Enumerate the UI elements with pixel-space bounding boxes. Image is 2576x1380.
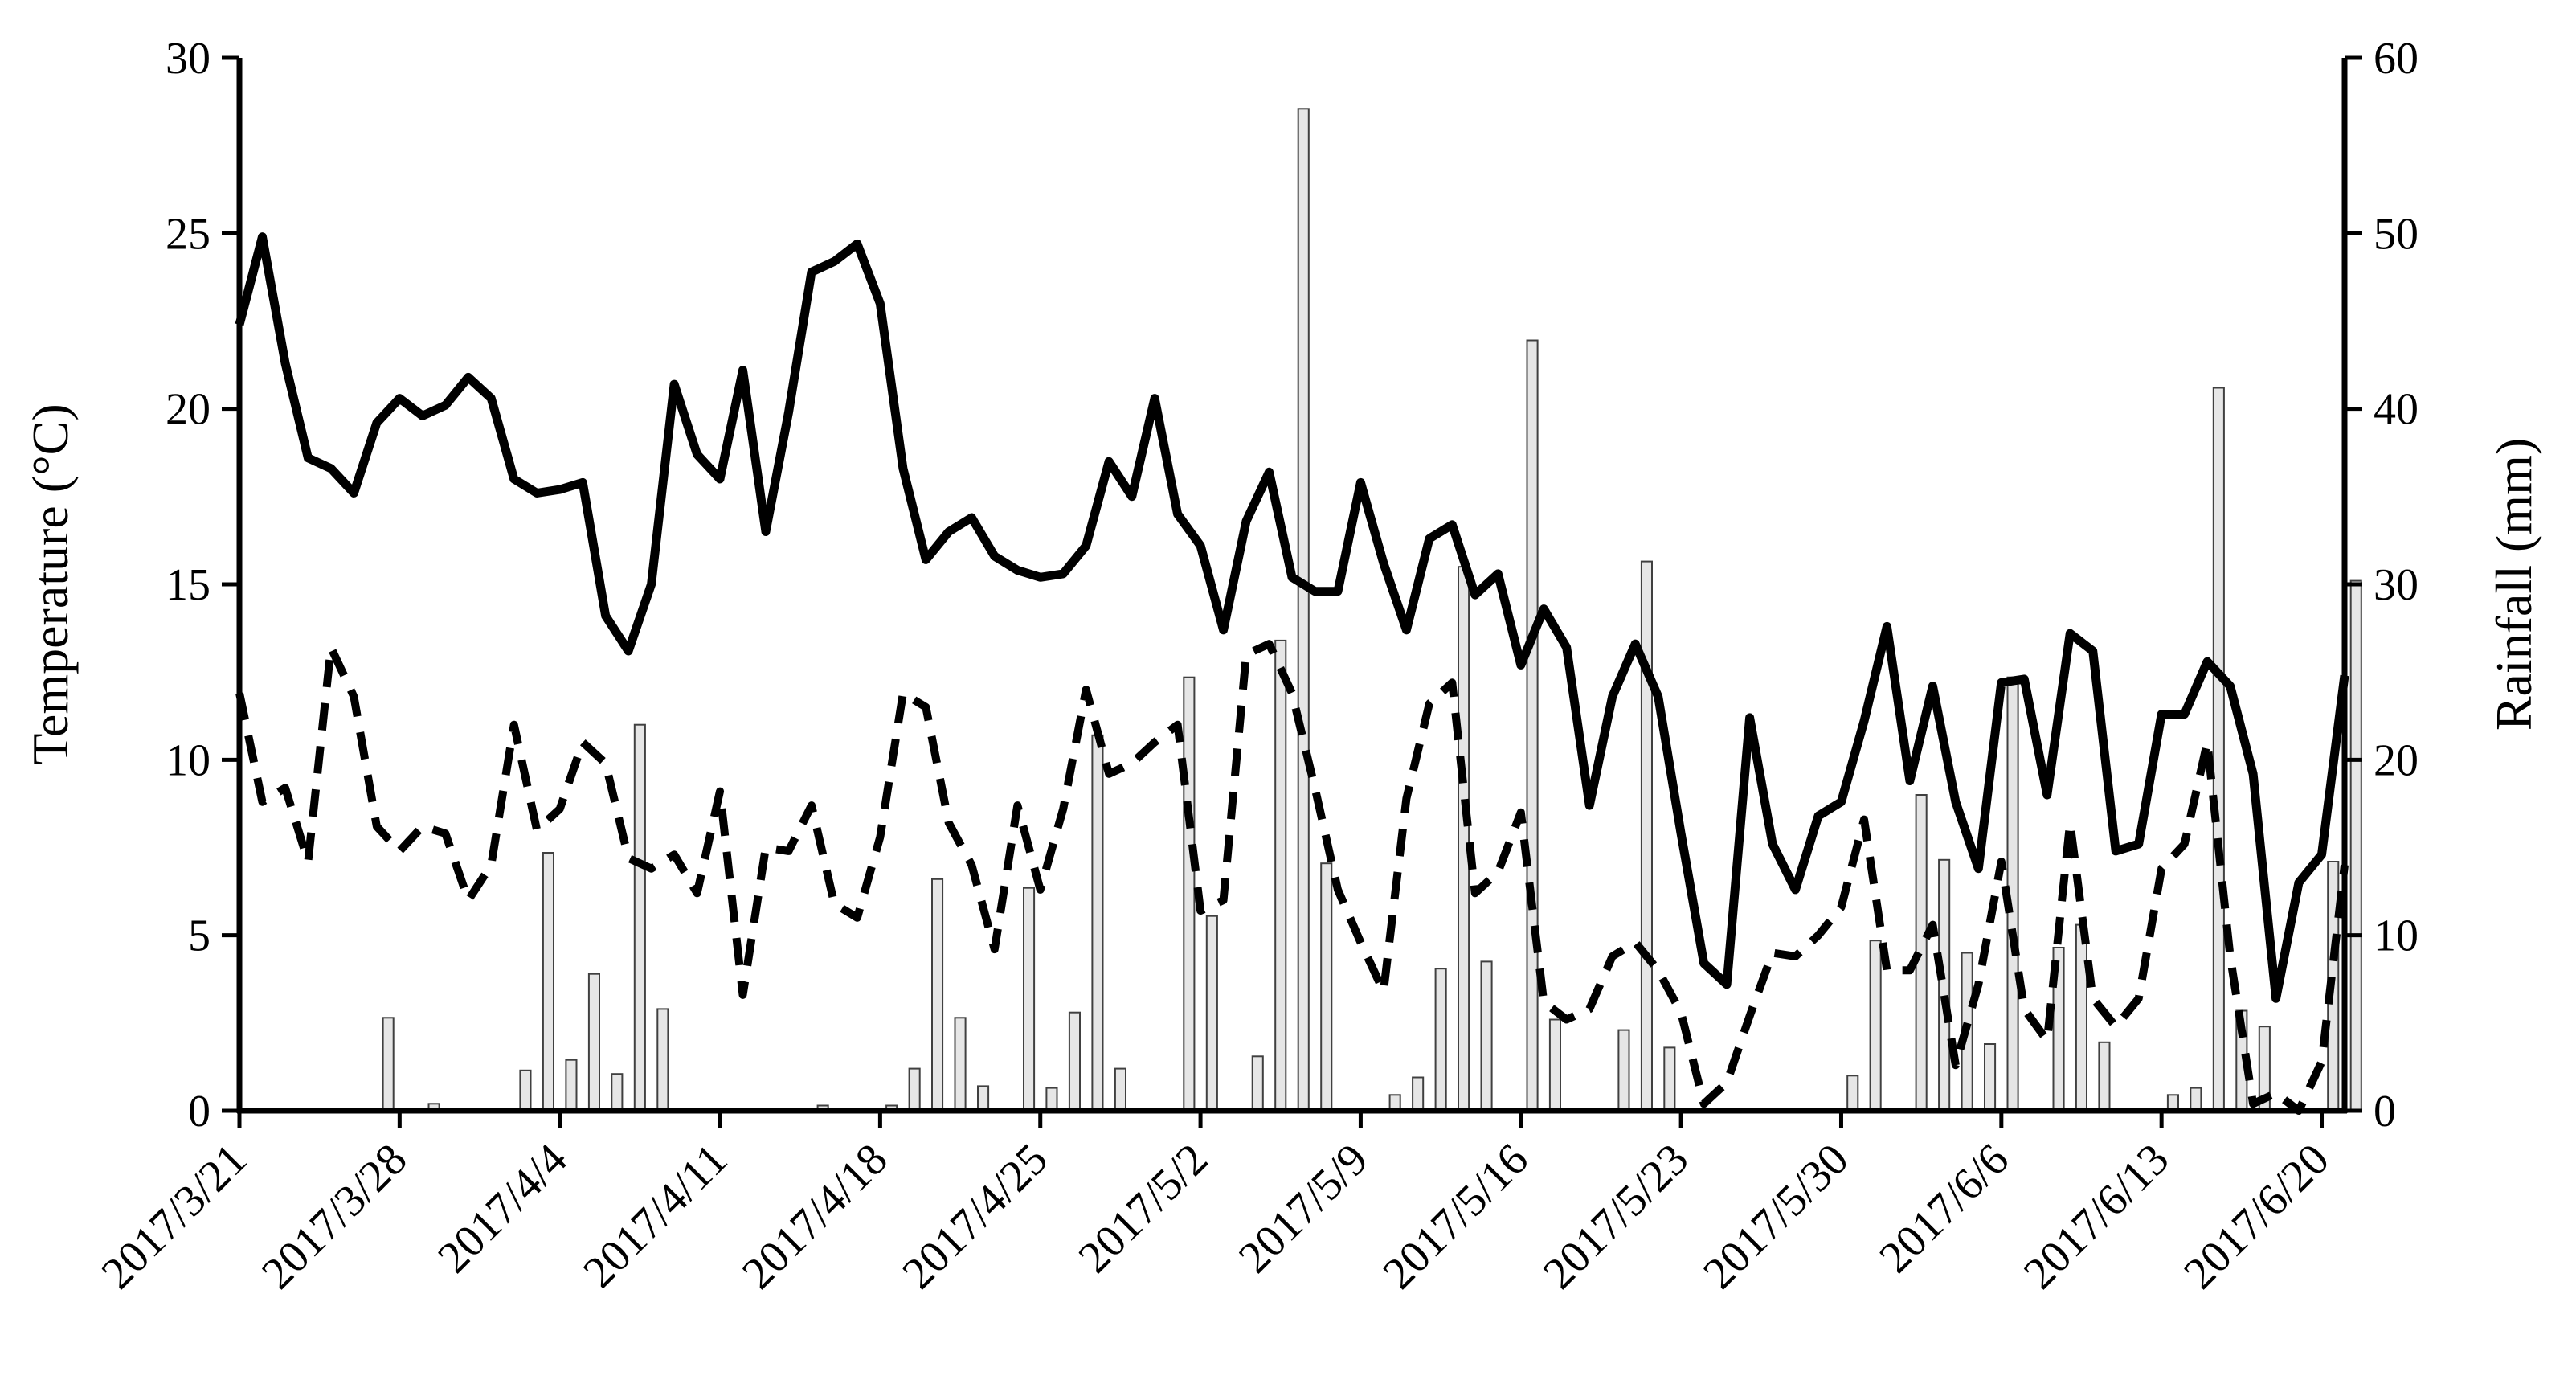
rainfall-bar	[633, 723, 646, 1112]
rainfall-bar	[1023, 887, 1036, 1112]
rainfall-bar	[1640, 560, 1654, 1112]
x-tick-label: 2017/5/30	[1694, 1134, 1858, 1298]
rainfall-bar	[611, 1073, 624, 1112]
left-y-tick-label: 0	[188, 1087, 211, 1136]
rainfall-bar	[1526, 339, 1539, 1112]
rainfall-bar	[954, 1017, 967, 1112]
right-y-tick-label: 30	[2374, 560, 2419, 610]
rainfall-bar	[542, 852, 555, 1112]
right-y-tick-label: 10	[2374, 911, 2419, 961]
rainfall-bar	[1320, 862, 1333, 1112]
rainfall-bar	[1938, 858, 1951, 1112]
rainfall-bars	[313, 108, 2362, 1112]
left-y-tick-label: 25	[166, 209, 211, 259]
temperature-lines	[235, 232, 2349, 1115]
rainfall-bar	[1617, 1029, 1630, 1112]
x-tick-label: 2017/6/20	[2174, 1134, 2338, 1298]
x-tick-label: 2017/3/28	[252, 1134, 416, 1298]
right-y-tick-label: 0	[2374, 1087, 2396, 1136]
left-y-tick-label: 5	[188, 911, 211, 961]
rainfall-bar	[587, 973, 601, 1112]
rainfall-bar	[1114, 1067, 1127, 1112]
tick-marks	[222, 55, 2362, 1128]
x-tick-label: 2017/4/25	[893, 1134, 1057, 1298]
x-tick-label: 2017/5/16	[1374, 1134, 1538, 1298]
rainfall-bar	[1091, 734, 1104, 1112]
max-temperature-line	[235, 232, 2349, 1003]
rainfall-bar	[2075, 923, 2087, 1112]
rainfall-bar	[1297, 108, 1310, 1112]
rainfall-bar	[1984, 1043, 1997, 1112]
rainfall-bar	[1458, 566, 1470, 1112]
x-tick-label: 2017/5/2	[1069, 1134, 1218, 1283]
x-tick-label: 2017/4/11	[574, 1134, 737, 1297]
rainfall-bar	[1846, 1075, 1859, 1112]
rainfall-bar	[656, 1008, 669, 1112]
rainfall-bar	[1434, 968, 1447, 1112]
x-tick-label: 2017/4/18	[733, 1134, 897, 1298]
rainfall-bar	[2190, 1087, 2202, 1112]
rainfall-bar	[1045, 1087, 1058, 1112]
rainfall-bar	[1480, 960, 1493, 1112]
rainfall-bar	[1869, 940, 1882, 1112]
right-y-tick-label: 50	[2374, 209, 2419, 259]
left-y-tick-label: 30	[166, 34, 211, 84]
rainfall-bar	[1183, 676, 1196, 1112]
rainfall-bar	[1412, 1076, 1425, 1112]
right-y-tick-label: 60	[2374, 34, 2419, 84]
right-y-tick-label: 40	[2374, 385, 2419, 435]
rainfall-bar	[1548, 1018, 1562, 1112]
rainfall-bar	[2212, 387, 2225, 1112]
left-y-tick-label: 20	[166, 385, 211, 435]
x-tick-label: 2017/6/6	[1870, 1134, 2018, 1283]
min-temperature-line	[235, 640, 2349, 1115]
rainfall-bar	[931, 878, 944, 1112]
rainfall-bar	[1663, 1046, 1676, 1112]
x-tick-label: 2017/4/4	[428, 1134, 577, 1283]
left-y-tick-label: 10	[166, 735, 211, 785]
right-y-tick-label: 20	[2374, 735, 2419, 785]
rainfall-bar	[1251, 1055, 1264, 1112]
x-tick-label: 2017/5/9	[1229, 1134, 1378, 1283]
rainfall-bar	[1068, 1011, 1082, 1112]
rainfall-bar	[519, 1069, 532, 1112]
rainfall-bar	[2098, 1041, 2111, 1112]
x-tick-label: 2017/6/13	[2014, 1134, 2178, 1298]
rainfall-bar	[1274, 639, 1287, 1112]
rainfall-bar	[1205, 915, 1218, 1112]
rainfall-bar	[2349, 579, 2362, 1112]
rainfall-bar	[908, 1067, 921, 1112]
right-y-axis-title: Rainfall (mm)	[2485, 438, 2542, 731]
rainfall-bar	[565, 1059, 578, 1112]
x-tick-label: 2017/5/23	[1534, 1134, 1698, 1298]
rainfall-bar	[977, 1085, 990, 1112]
left-y-tick-label: 15	[166, 560, 211, 610]
x-tick-label: 2017/3/21	[92, 1134, 256, 1298]
rainfall-bar	[382, 1017, 395, 1112]
left-y-axis-title: Temperature (°C)	[22, 403, 79, 764]
